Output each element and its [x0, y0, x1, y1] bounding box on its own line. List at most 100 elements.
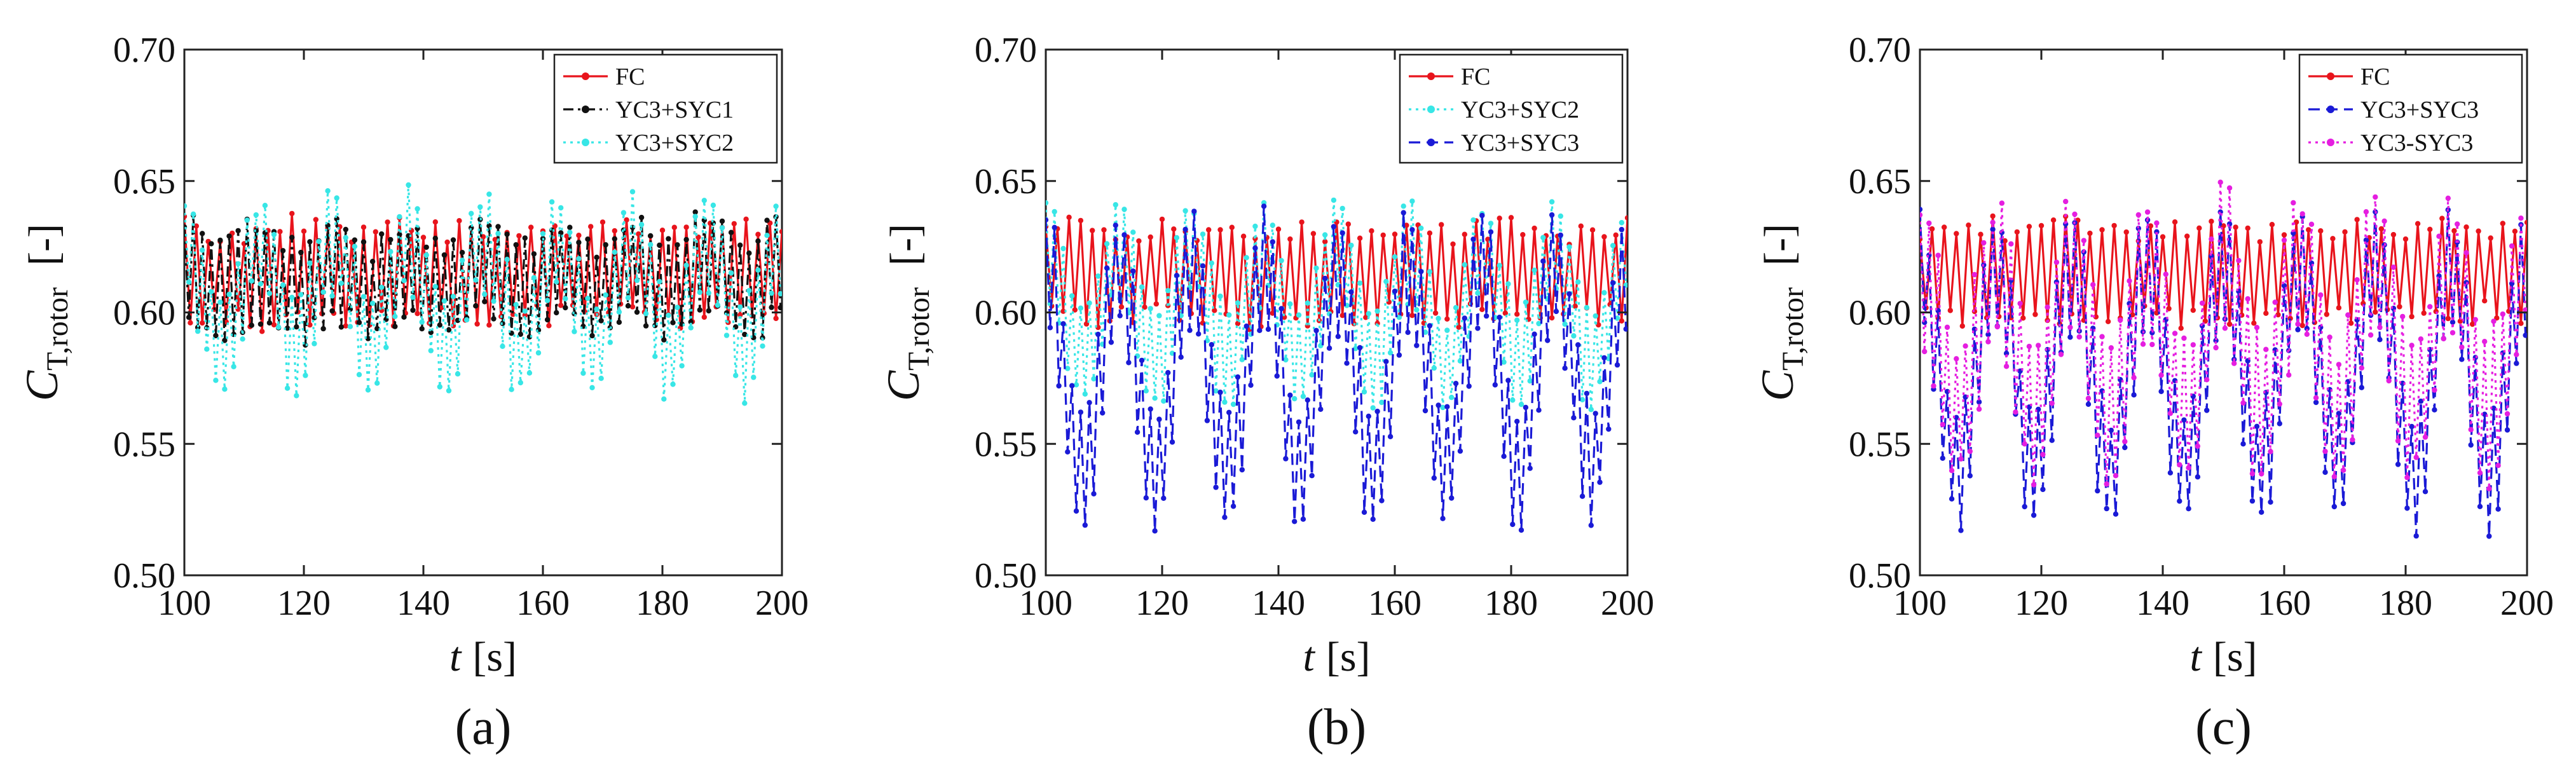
series-point-FC	[1101, 227, 1107, 233]
series-point-YC3+SYC2	[298, 292, 304, 298]
series-point-YC3-SYC3	[2067, 324, 2073, 331]
series-point-YC3+SYC3	[1270, 239, 1276, 245]
series-point-FC	[1990, 213, 1996, 219]
series-point-YC3+SYC3	[1108, 339, 1114, 345]
series-point-FC	[1502, 310, 1508, 316]
series-point-FC	[200, 320, 205, 326]
series-point-FC	[2439, 215, 2445, 221]
series-point-YC3+SYC1	[482, 299, 488, 304]
series-point-YC3+SYC2	[625, 295, 631, 301]
series-point-YC3+SYC2	[1065, 366, 1071, 371]
series-point-YC3+SYC2	[1510, 397, 1516, 403]
series-point-YC3+SYC2	[1488, 221, 1494, 226]
series-point-YC3+SYC1	[666, 236, 671, 242]
series-point-YC3+SYC1	[612, 236, 617, 242]
series-point-YC3-SYC3	[1963, 343, 1968, 349]
series-point-FC	[1619, 318, 1624, 324]
series-point-YC3-SYC3	[2404, 474, 2410, 481]
series-point-YC3+SYC2	[1501, 359, 1507, 365]
y-axis-sub: T,rotor	[1776, 287, 1810, 371]
series-point-YC3+SYC3	[2504, 427, 2511, 433]
series-point-YC3+SYC2	[222, 386, 228, 392]
series-point-YC3-SYC3	[1967, 448, 1973, 455]
series-point-YC3+SYC2	[217, 299, 223, 305]
series-point-YC3+SYC2	[1449, 395, 1455, 400]
y-axis-main: C	[17, 370, 67, 401]
series-point-YC3+SYC2	[1353, 346, 1359, 352]
series-point-YC3+SYC2	[184, 203, 188, 209]
series-point-YC3+SYC1	[473, 303, 479, 309]
series-point-YC3-SYC3	[2373, 194, 2378, 200]
series-point-YC3+SYC1	[360, 239, 367, 245]
series-point-YC3+SYC1	[764, 217, 770, 223]
series-point-FC	[301, 228, 307, 234]
series-point-YC3+SYC3	[1052, 224, 1057, 230]
series-point-FC	[1404, 222, 1409, 228]
series-point-YC3+SYC3	[1387, 434, 1394, 439]
series-point-YC3+SYC3	[1497, 315, 1502, 320]
series-point-YC3+SYC2	[226, 291, 232, 298]
series-point-YC3+SYC3	[1562, 366, 1568, 371]
series-point-YC3-SYC3	[2295, 321, 2301, 327]
series-point-FC	[671, 224, 678, 230]
series-point-YC3-SYC3	[1994, 324, 2000, 330]
series-point-FC	[683, 224, 689, 230]
series-point-YC3+SYC2	[567, 229, 573, 235]
y-axis-unit: [-]	[882, 224, 928, 266]
series-point-YC3+SYC2	[419, 319, 425, 325]
series-point-YC3+SYC2	[1348, 242, 1354, 249]
y-axis-title: CT,rotor [-]	[1752, 224, 1810, 401]
series-point-YC3-SYC3	[2090, 282, 2096, 287]
panel-label: (b)	[1307, 699, 1366, 755]
series-point-YC3+SYC3	[2449, 319, 2456, 325]
series-point-YC3+SYC3	[1065, 449, 1071, 455]
y-tick-label: 0.65	[113, 162, 175, 202]
series-point-FC	[1462, 231, 1467, 237]
series-point-FC	[444, 239, 450, 245]
x-axis-title: t [s]	[2190, 634, 2257, 680]
series-point-FC	[1148, 234, 1153, 240]
series-point-FC	[1369, 228, 1374, 234]
series-point-YC3-SYC3	[2040, 451, 2046, 458]
series-point-YC3+SYC2	[1174, 235, 1180, 241]
series-point-YC3+SYC3	[1370, 516, 1376, 522]
series-point-YC3+SYC3	[1920, 207, 1923, 212]
series-point-YC3+SYC2	[253, 212, 259, 218]
series-point-YC3+SYC3	[1104, 265, 1110, 271]
series-point-YC3+SYC3	[1148, 406, 1153, 412]
series-point-YC3+SYC2	[1383, 278, 1389, 284]
series-point-YC3+SYC2	[563, 296, 568, 302]
series-point-YC3-SYC3	[1935, 252, 1941, 258]
series-point-YC3+SYC2	[701, 198, 708, 203]
series-point-YC3-SYC3	[2390, 264, 2397, 270]
series-point-YC3+SYC3	[2049, 437, 2055, 443]
series-point-YC3+SYC2	[1370, 405, 1376, 411]
series-point-YC3+SYC3	[1274, 373, 1280, 379]
series-point-YC3-SYC3	[1944, 324, 1950, 330]
series-point-FC	[2099, 227, 2105, 233]
series-point-FC	[1275, 226, 1282, 232]
series-point-FC	[385, 219, 390, 225]
series-point-FC	[1947, 308, 1953, 313]
series-point-YC3+SYC1	[257, 321, 264, 327]
series-point-YC3-SYC3	[2322, 448, 2328, 455]
series-point-FC	[1959, 323, 1965, 329]
series-point-YC3+SYC2	[463, 317, 470, 323]
series-point-YC3-SYC3	[1931, 383, 1936, 389]
series-point-YC3+SYC3	[1339, 230, 1345, 236]
series-point-YC3-SYC3	[2177, 462, 2182, 468]
series-point-YC3+SYC2	[661, 396, 667, 402]
x-tick-label: 100	[1893, 584, 1947, 623]
series-point-YC3+SYC2	[634, 277, 640, 284]
series-point-FC	[1153, 301, 1160, 307]
series-group	[184, 182, 782, 406]
series-point-YC3+SYC2	[1396, 315, 1402, 320]
series-point-FC	[1409, 313, 1415, 318]
series-point-YC3+SYC2	[1078, 305, 1084, 311]
series-point-FC	[1578, 223, 1584, 229]
series-point-YC3+SYC2	[535, 350, 542, 356]
series-point-FC	[2111, 222, 2117, 229]
series-point-YC3+SYC2	[1610, 243, 1616, 249]
series-point-YC3+SYC3	[1361, 509, 1367, 515]
series-point-YC3+SYC2	[1614, 315, 1620, 321]
